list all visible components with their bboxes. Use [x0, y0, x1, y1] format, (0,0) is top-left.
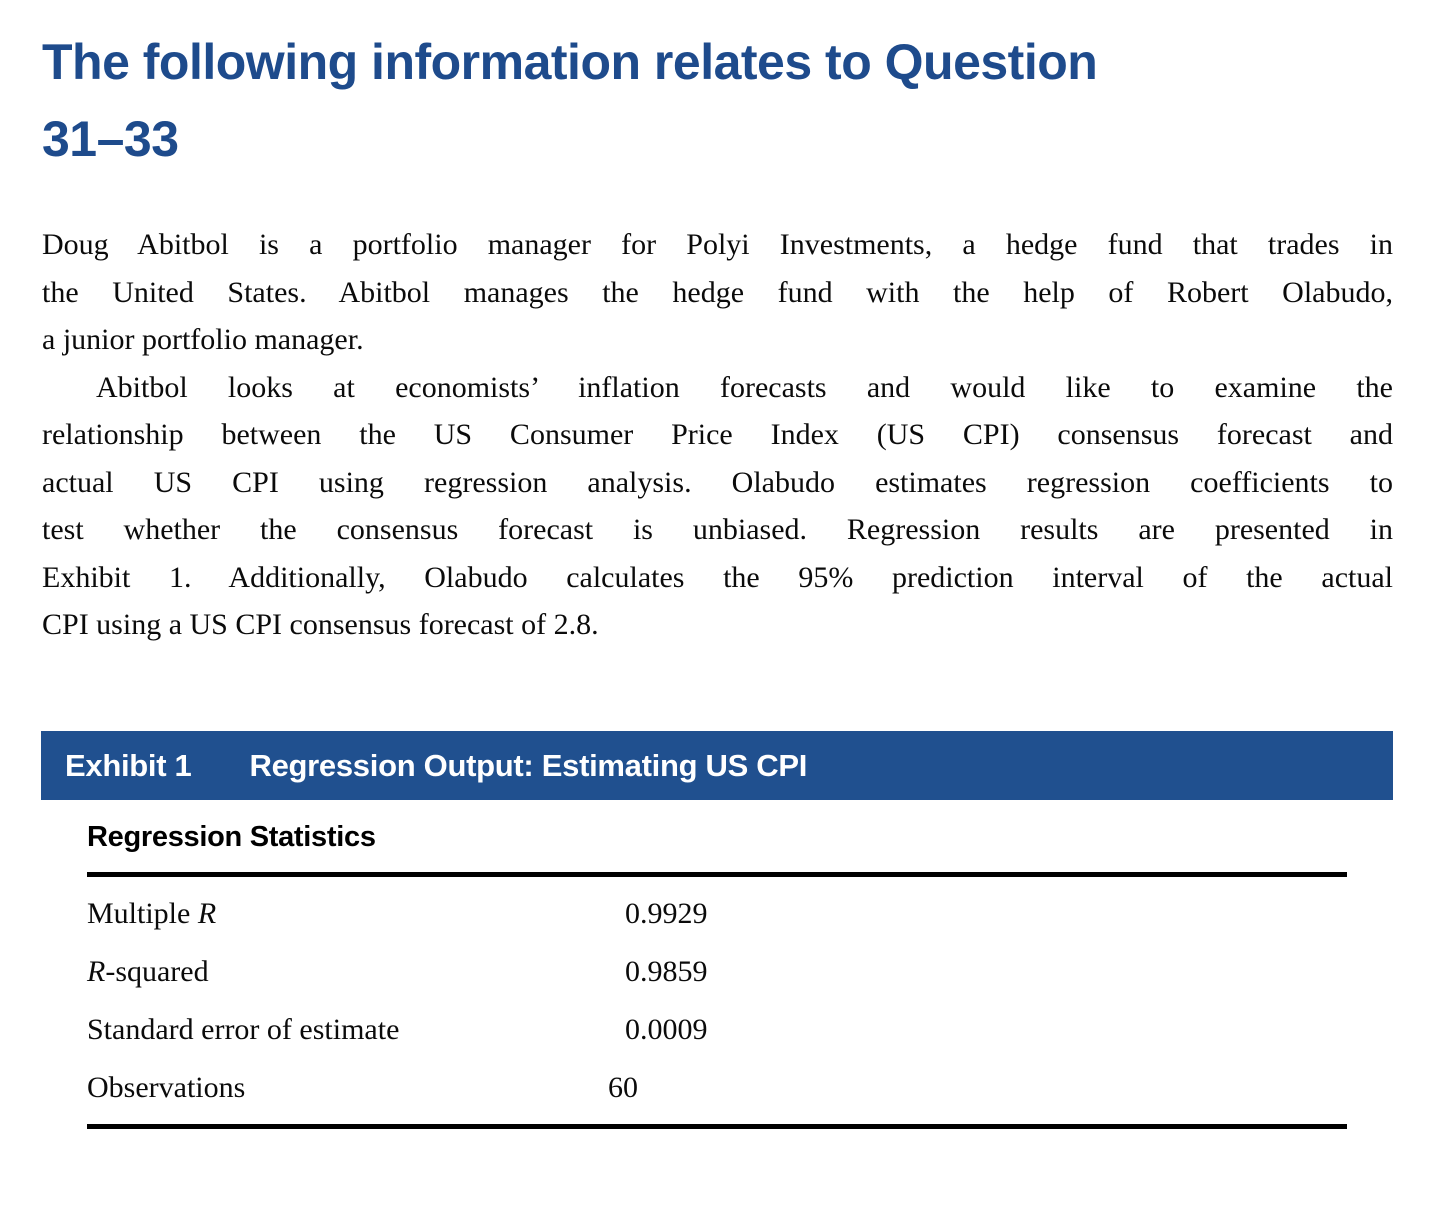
table-bottom-rule [87, 1124, 1347, 1129]
page-title: The following information relates to Que… [42, 24, 1402, 178]
table-row: Multiple R 0.9929 [87, 896, 1347, 936]
row-label-italic: R [197, 897, 217, 930]
table-row: R-squared 0.9859 [87, 954, 1347, 994]
page-title-line-2: 31–33 [42, 111, 179, 167]
row-value: 0.0009 [625, 1013, 708, 1046]
paragraph-1-line-3: a junior portfolio manager. [42, 323, 364, 356]
paragraph-2-line-1: Abitbol looks at economists’ inflation f… [96, 370, 1393, 404]
row-label-italic: R [87, 955, 106, 988]
page-title-line-1: The following information relates to Que… [42, 34, 1098, 90]
table-top-rule [87, 872, 1347, 877]
table-section-header: Regression Statistics [87, 821, 376, 853]
row-label: R-squared [87, 955, 209, 988]
paragraph-2-line-4: test whether the consensus forecast is u… [42, 513, 1393, 546]
paragraph-1-line-2: the United States. Abitbol manages the h… [42, 275, 1393, 309]
paragraph-2-line-3: actual US CPI using regression analysis.… [42, 465, 1393, 499]
row-value: 0.9929 [625, 897, 708, 930]
exhibit-label: Exhibit 1 [65, 747, 192, 783]
row-value: 60 [608, 1071, 638, 1104]
exhibit-title: Regression Output: Estimating US CPI [249, 747, 808, 783]
paragraph-1-line-1: Doug Abitbol is a portfolio manager for … [42, 228, 1393, 261]
body-text: Doug Abitbol is a portfolio manager for … [42, 221, 1393, 649]
paragraph-2-line-2: relationship between the US Consumer Pri… [42, 418, 1393, 451]
row-value: 0.9859 [625, 955, 708, 988]
exhibit-header-bar: Exhibit 1 Regression Output: Estimating … [41, 731, 1393, 800]
row-label: Multiple R [87, 897, 217, 930]
paragraph-2-line-5: Exhibit 1. Additionally, Olabudo calcula… [42, 560, 1393, 594]
paragraph-2-line-6: CPI using a US CPI consensus forecast of… [42, 608, 599, 641]
row-label: Observations [87, 1071, 246, 1104]
row-label: Standard error of estimate [87, 1013, 400, 1046]
table-row: Standard error of estimate 0.0009 [87, 1012, 1347, 1052]
table-row: Observations 60 [87, 1070, 1347, 1110]
